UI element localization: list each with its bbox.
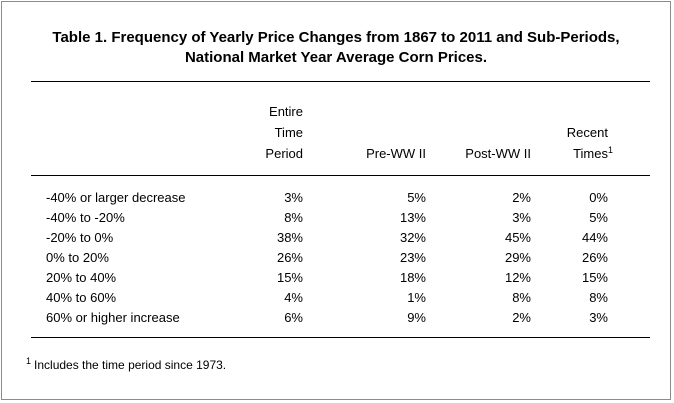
bottom-rule xyxy=(31,337,650,338)
row-label: 40% to 60% xyxy=(46,290,117,305)
header-post-ww2: Post-WW II xyxy=(465,143,531,164)
cell-recent: 3% xyxy=(589,310,608,325)
cell-post-ww2: 3% xyxy=(512,210,531,225)
cell-recent: 15% xyxy=(581,270,608,285)
header-post-ww2-label: Post-WW II xyxy=(465,146,531,161)
header-entire-line-2: Time xyxy=(274,125,303,140)
table-title: Table 1. Frequency of Yearly Price Chang… xyxy=(0,28,672,68)
cell-pre-ww2: 5% xyxy=(407,190,426,205)
cell-entire: 8% xyxy=(284,210,303,225)
cell-entire: 15% xyxy=(276,270,303,285)
cell-pre-ww2: 1% xyxy=(407,290,426,305)
cell-recent: 44% xyxy=(581,230,608,245)
header-recent-line-2-text: Times xyxy=(573,146,608,161)
cell-entire: 3% xyxy=(284,190,303,205)
cell-recent: 5% xyxy=(589,210,608,225)
header-recent-times: Recent Times1 xyxy=(566,122,613,164)
footnote-marker: 1 xyxy=(26,356,32,366)
table-title-line-2: National Market Year Average Corn Prices… xyxy=(184,49,488,66)
cell-recent: 26% xyxy=(581,250,608,265)
table-row: 60% or higher increase 6% 9% 2% 3% xyxy=(0,308,674,328)
header-entire-time-period: Entire Time Period xyxy=(265,101,303,164)
cell-post-ww2: 8% xyxy=(512,290,531,305)
table-row: -40% to -20% 8% 13% 3% 5% xyxy=(0,208,674,228)
table-footnote: 1 Includes the time period since 1973. xyxy=(26,356,226,374)
cell-post-ww2: 29% xyxy=(504,250,531,265)
header-pre-ww2-label: Pre-WW II xyxy=(366,146,426,161)
cell-post-ww2: 12% xyxy=(504,270,531,285)
cell-entire: 26% xyxy=(276,250,303,265)
header-recent-footnote-marker: 1 xyxy=(607,145,613,155)
row-label: -40% or larger decrease xyxy=(46,190,186,205)
table-row: 40% to 60% 4% 1% 8% 8% xyxy=(0,288,674,308)
cell-post-ww2: 45% xyxy=(504,230,531,245)
header-rule xyxy=(31,175,650,176)
header-entire-line-3: Period xyxy=(265,146,303,161)
header-recent-line-2: Times1 xyxy=(567,143,613,164)
table-row: 20% to 40% 15% 18% 12% 15% xyxy=(0,268,674,288)
cell-entire: 6% xyxy=(284,310,303,325)
row-label: -40% to -20% xyxy=(46,210,125,225)
header-recent-line-1: Recent xyxy=(566,125,608,140)
cell-entire: 38% xyxy=(276,230,303,245)
cell-post-ww2: 2% xyxy=(512,190,531,205)
cell-recent: 0% xyxy=(589,190,608,205)
cell-pre-ww2: 32% xyxy=(399,230,426,245)
cell-pre-ww2: 23% xyxy=(399,250,426,265)
row-label: -20% to 0% xyxy=(46,230,114,245)
cell-recent: 8% xyxy=(589,290,608,305)
row-label: 60% or higher increase xyxy=(46,310,180,325)
top-rule xyxy=(31,81,650,82)
cell-pre-ww2: 9% xyxy=(407,310,426,325)
header-pre-ww2: Pre-WW II xyxy=(366,143,426,164)
cell-pre-ww2: 18% xyxy=(399,270,426,285)
table-row: 0% to 20% 26% 23% 29% 26% xyxy=(0,248,674,268)
cell-post-ww2: 2% xyxy=(512,310,531,325)
header-entire-line-1: Entire xyxy=(269,104,303,119)
footnote-text: Includes the time period since 1973. xyxy=(34,358,227,372)
table-row: -40% or larger decrease 3% 5% 2% 0% xyxy=(0,188,674,208)
row-label: 0% to 20% xyxy=(46,250,109,265)
cell-pre-ww2: 13% xyxy=(399,210,426,225)
row-label: 20% to 40% xyxy=(46,270,117,285)
cell-entire: 4% xyxy=(284,290,303,305)
table-row: -20% to 0% 38% 32% 45% 44% xyxy=(0,228,674,248)
table-title-line-1: Table 1. Frequency of Yearly Price Chang… xyxy=(52,29,620,46)
